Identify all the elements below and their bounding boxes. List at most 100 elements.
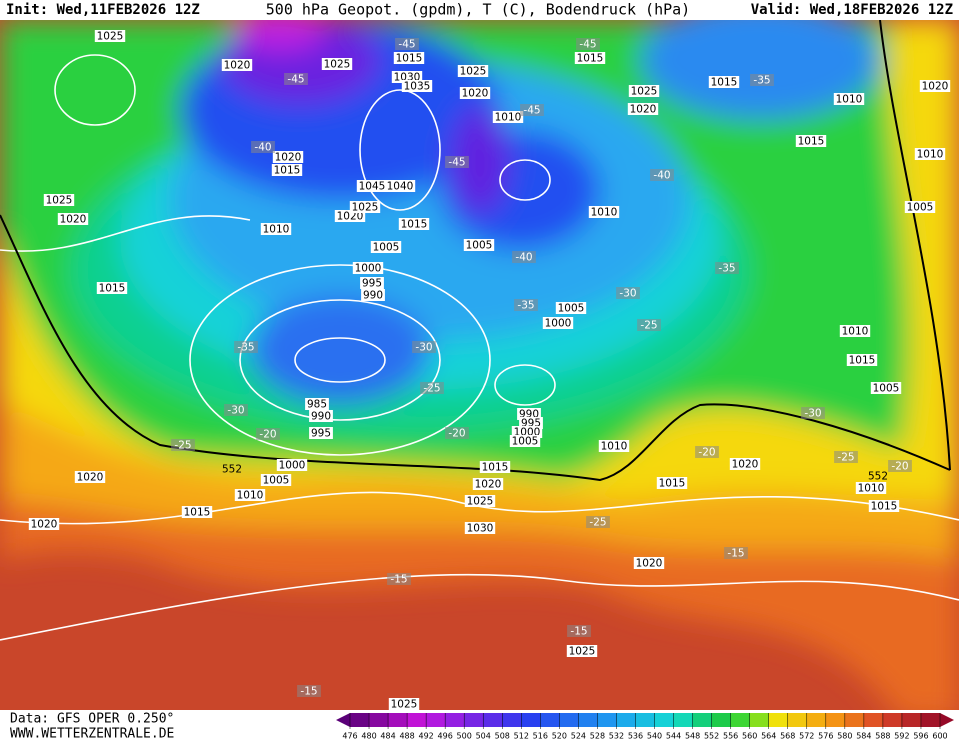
isobar-label-bg (260, 223, 292, 235)
temperature-label-bg (576, 38, 600, 50)
isobar-label: 1020 (732, 459, 759, 471)
temperature-label-bg (387, 573, 411, 585)
colorbar-label: 576 (818, 732, 833, 741)
temperature-label-bg (616, 287, 640, 299)
temperature-label: -25 (640, 320, 657, 332)
colorbar-label: 540 (647, 732, 662, 741)
isobar-label: 1000 (545, 318, 572, 330)
colorbar-segment (502, 713, 522, 727)
temperature-label: -40 (653, 170, 670, 182)
isobar-label-bg (260, 474, 292, 486)
temperature-label: -15 (300, 686, 317, 698)
isobar-label: 1020 (462, 88, 489, 100)
isobar-label-bg (574, 52, 606, 64)
colorbar-segment (407, 713, 427, 727)
colorbar-segment (787, 713, 808, 727)
colorbar-label: 564 (761, 732, 776, 741)
temperature-label-bg (512, 251, 536, 263)
colorbar: 476 480 484 488 492 496 500 504 508 512 516 520 524 5… (336, 713, 954, 741)
colorbar-label: 556 (723, 732, 738, 741)
isobar-label: 1010 (237, 490, 264, 502)
isobar-label-bg (352, 262, 384, 274)
isobar-label-bg (542, 317, 574, 329)
isobar-label-bg (633, 557, 665, 569)
temperature-label-bg (395, 38, 419, 50)
colorbar-label: 592 (894, 732, 909, 741)
isobar-label: 1015 (184, 507, 211, 519)
temperature-label-bg (256, 428, 280, 440)
colorbar-segment (692, 713, 713, 727)
isobar-label-bg (464, 495, 496, 507)
isobar-label-bg (384, 180, 416, 192)
isobar-label: 1020 (224, 60, 251, 72)
isobar-label: 1015 (396, 53, 423, 65)
map-title: 500 hPa Geopot. (gpdm), T (C), Bodendruc… (266, 1, 690, 19)
temperature-label: -25 (423, 383, 440, 395)
isobar-label-bg (868, 500, 900, 512)
isobar-label: 1000 (279, 460, 306, 472)
colorbar-label: 504 (476, 732, 491, 741)
isobar-label-bg (472, 478, 504, 490)
isobar-label: 1015 (99, 283, 126, 295)
colorbar-segment (730, 713, 751, 727)
temperature-label-bg (297, 685, 321, 697)
isobar-label-bg (839, 325, 871, 337)
isobar-label: 1005 (512, 436, 539, 448)
isobar-label: 1020 (475, 479, 502, 491)
isobar-label: 1020 (922, 81, 949, 93)
isobar-label-bg (628, 85, 660, 97)
colorbar-label: 508 (495, 732, 510, 741)
colorbar-segment (578, 713, 598, 727)
isobar-label: 1010 (263, 224, 290, 236)
isobar-label: 1020 (636, 558, 663, 570)
temperature-label-bg (715, 262, 739, 274)
temperature-label-bg (888, 460, 912, 472)
isobar-label: 1010 (601, 441, 628, 453)
colorbar-segment (426, 713, 446, 727)
isobar-label-bg (94, 30, 126, 42)
isobar-label: 1015 (659, 478, 686, 490)
contour-552 (879, 20, 951, 471)
colorbar-segment (825, 713, 846, 727)
valid-time: Valid: Wed,18FEB2026 12Z (751, 2, 953, 18)
isobar-label-bg (492, 111, 524, 123)
isobar-label-bg (555, 302, 587, 314)
isobar-label: 995 (362, 278, 382, 290)
colorbar-segment (673, 713, 694, 727)
isobar-label-bg (57, 213, 89, 225)
colorbar-label: 560 (742, 732, 757, 741)
colorbar-label: 496 (438, 732, 453, 741)
temperature-label-bg (412, 341, 436, 353)
isobar-label: 1020 (337, 211, 364, 223)
colorbar-segment (654, 713, 675, 727)
isobar-label: 1025 (324, 59, 351, 71)
isobar-label: 990 (363, 290, 383, 302)
isobar-label-bg (833, 93, 865, 105)
isobar-label: 1015 (482, 462, 509, 474)
colorbar-segment (483, 713, 503, 727)
colorbar-label: 552 (704, 732, 719, 741)
contour-552 (0, 214, 951, 482)
data-source: Data: GFS OPER 0.250° (10, 712, 174, 727)
colorbar-label: 500 (457, 732, 472, 741)
isobar-label: 1015 (401, 219, 428, 231)
isobar-label: 995 (311, 428, 331, 440)
colorbar-segment (920, 713, 941, 727)
isobar-label-bg (398, 218, 430, 230)
temperature-label-bg (251, 141, 275, 153)
isobar-label: 1015 (798, 136, 825, 148)
colorbar-label: 480 (361, 732, 376, 741)
isobar-label: 1015 (871, 501, 898, 513)
temperature-label: -35 (718, 263, 735, 275)
isobar-label: 1025 (97, 31, 124, 43)
geopotential-label: 552 (222, 464, 242, 476)
temperature-label: -45 (398, 39, 415, 51)
colorbar-label: 572 (799, 732, 814, 741)
init-time: Init: Wed,11FEB2026 12Z (6, 2, 200, 18)
isobar-label: 1015 (711, 77, 738, 89)
isobar-label: 1025 (460, 66, 487, 78)
isobar-label: 1015 (577, 53, 604, 65)
colorbar-segment (559, 713, 579, 727)
